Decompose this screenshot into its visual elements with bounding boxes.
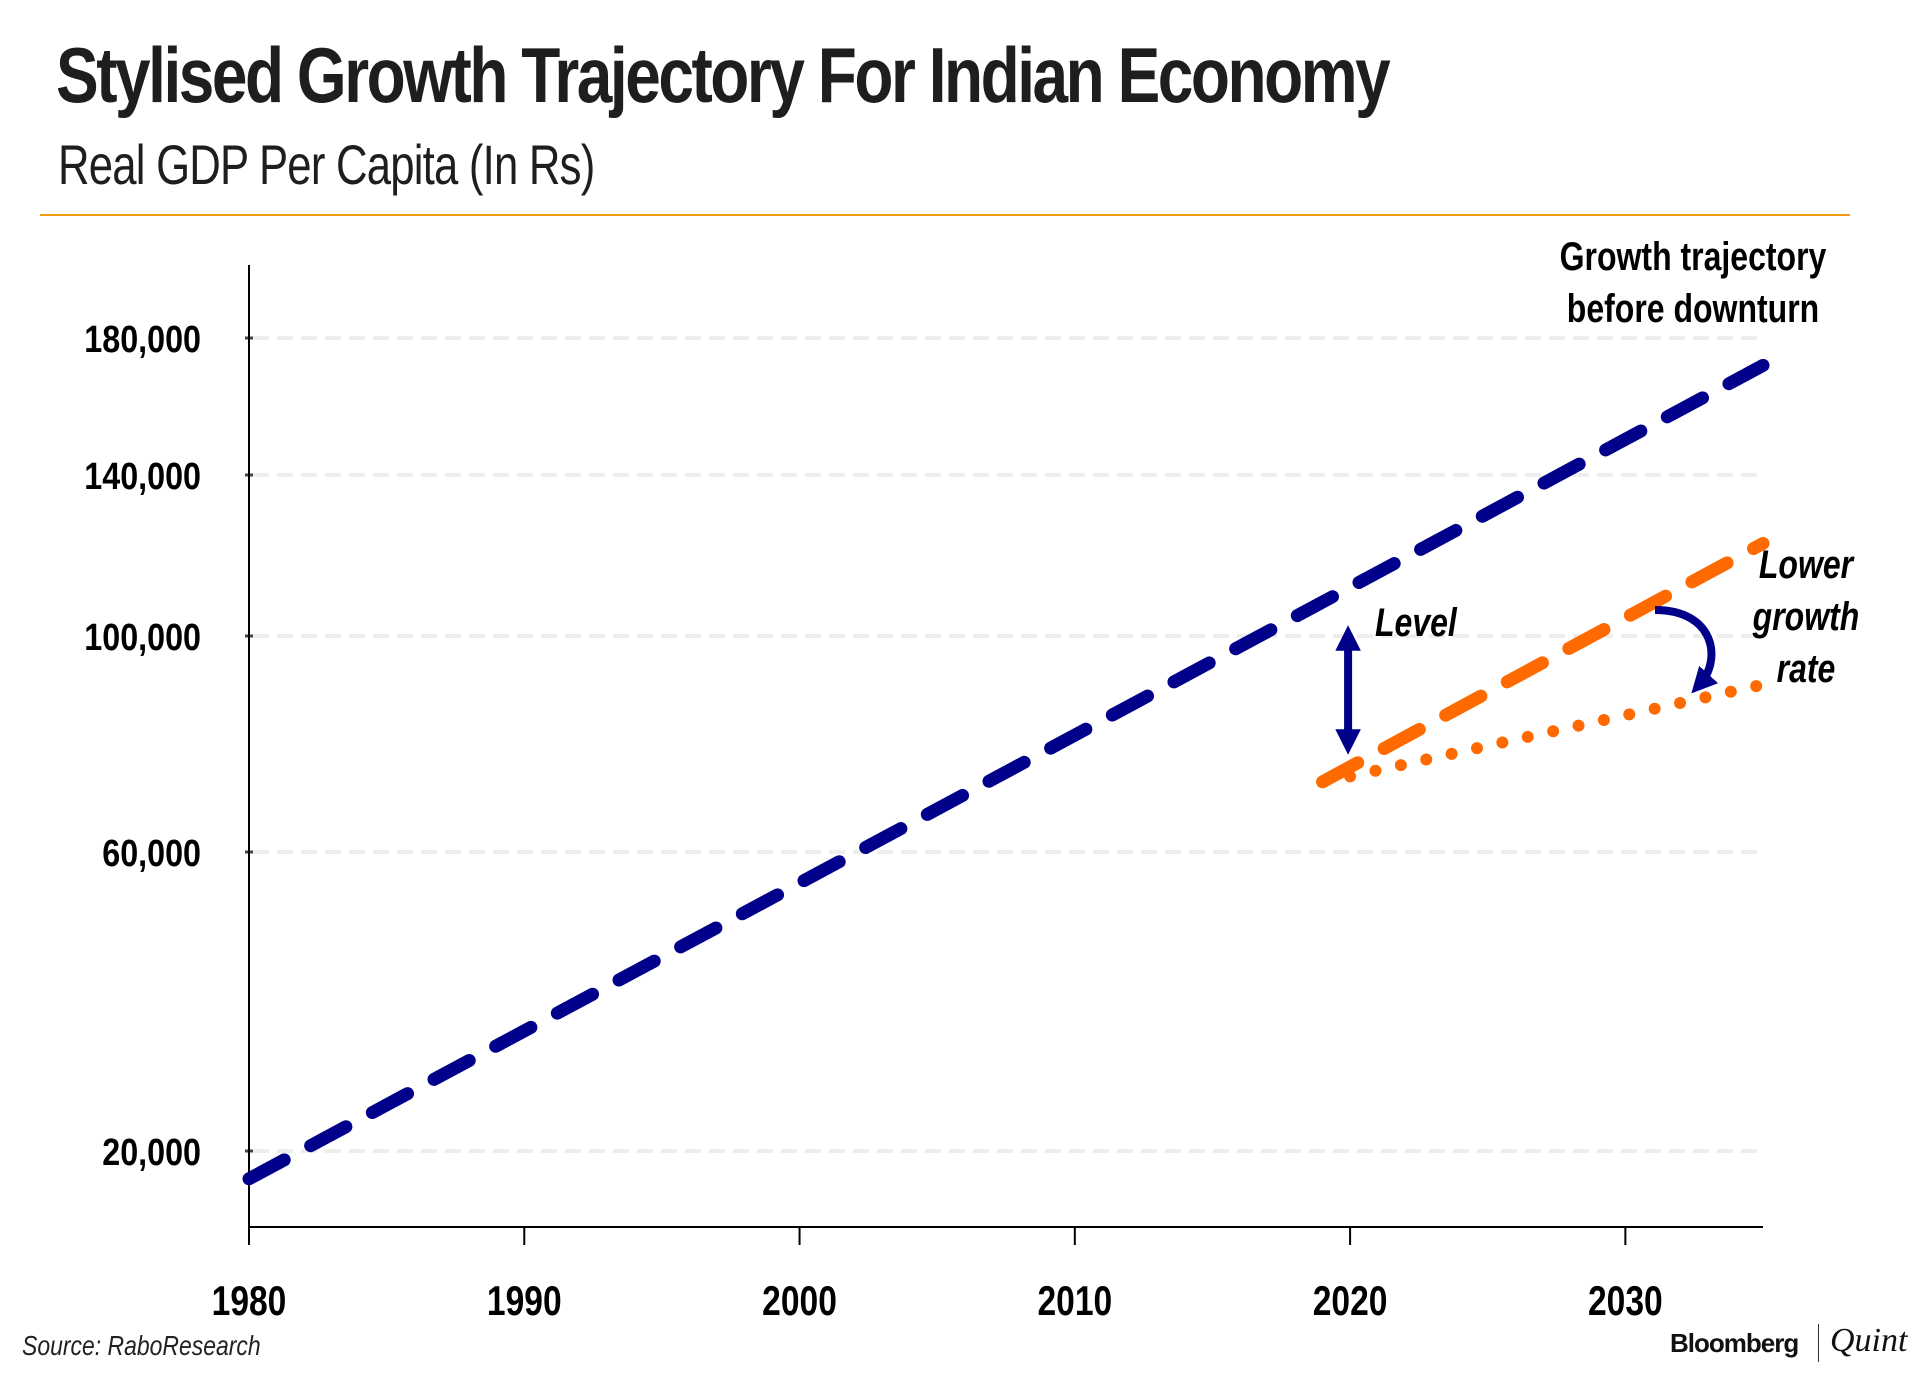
series-lower-growth-rate [1344, 678, 1769, 783]
gridlines [253, 336, 1763, 1153]
annotation-level: Level [1375, 600, 1458, 645]
annotation-growth-trajectory: before downturn [1567, 286, 1819, 331]
annotations: Growth trajectory before downturn Level Low… [1335, 234, 1860, 755]
curved-arrow-icon [1654, 606, 1719, 694]
x-tick-label: 1990 [487, 1279, 562, 1325]
axes [245, 265, 1763, 1245]
y-tick-label: 140,000 [84, 456, 201, 498]
x-tick-label: 1980 [212, 1279, 287, 1325]
x-tick-label: 2010 [1037, 1279, 1112, 1325]
title-divider [40, 214, 1850, 216]
x-tick-label: 2000 [762, 1279, 837, 1325]
annotation-growth-trajectory: Growth trajectory [1560, 234, 1827, 279]
y-tick-label: 60,000 [102, 833, 201, 875]
brand-separator [1818, 1324, 1819, 1362]
brand-logo-quint: Quint [1830, 1322, 1908, 1359]
annotation-lower-growth-rate: Lower [1759, 542, 1855, 587]
series-before-downturn [242, 358, 1770, 1186]
tick-labels: 20,000 60,000 100,000 140,000 180,000 1980 199… [84, 319, 1662, 1325]
y-tick-label: 100,000 [84, 617, 201, 659]
x-tick-label: 2030 [1588, 1279, 1663, 1325]
annotation-lower-growth-rate: growth [1752, 594, 1860, 639]
series-lower-level [1316, 536, 1770, 789]
x-tick-label: 2020 [1313, 1279, 1388, 1325]
chart-subtitle: Real GDP Per Capita (In Rs) [58, 133, 595, 196]
series-group [242, 358, 1770, 1186]
y-tick-label: 20,000 [102, 1132, 201, 1174]
annotation-lower-growth-rate: rate [1777, 646, 1836, 691]
brand-logo-bloomberg: Bloomberg [1670, 1328, 1799, 1358]
source-note: Source: RaboResearch [22, 1330, 261, 1361]
chart-title: Stylised Growth Trajectory For Indian Ec… [56, 31, 1391, 119]
y-tick-label: 180,000 [84, 319, 201, 361]
